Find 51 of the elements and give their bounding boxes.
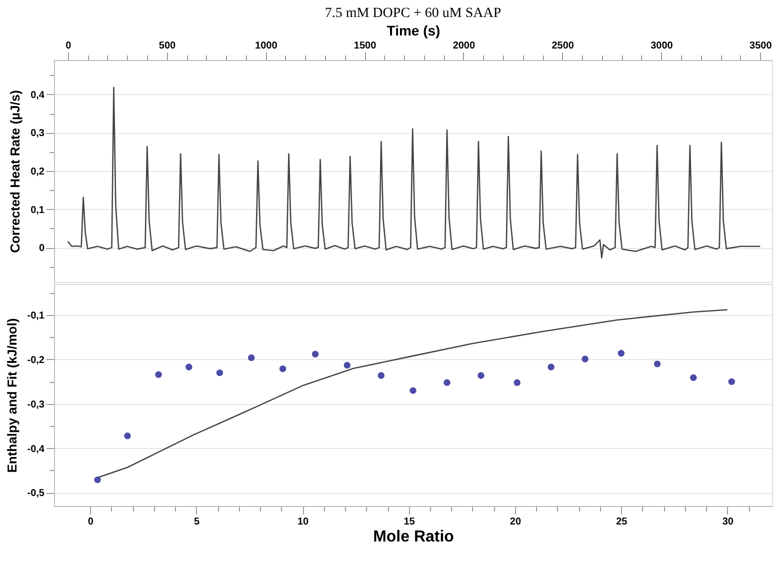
point xyxy=(344,362,350,369)
y-axis-title: Corrected Heat Rate (µJ/s) xyxy=(8,90,23,253)
point xyxy=(155,371,162,378)
point xyxy=(654,360,661,368)
y-tick-label: -0,2 xyxy=(27,354,45,366)
x-tick-label: 3500 xyxy=(750,40,772,52)
x-axis-title: Time (s) xyxy=(386,22,440,38)
x-tick-label: 5 xyxy=(194,516,200,528)
y-tick-label: -0,5 xyxy=(27,488,45,500)
point xyxy=(690,374,697,382)
point xyxy=(248,354,255,362)
x-tick-label: 10 xyxy=(297,516,310,528)
point xyxy=(312,350,319,358)
point xyxy=(279,365,286,372)
point xyxy=(582,356,588,362)
line-series xyxy=(67,86,761,259)
x-tick-label: 20 xyxy=(510,516,522,528)
point xyxy=(216,369,224,376)
point xyxy=(444,379,450,386)
x-tick-label: 1000 xyxy=(255,40,278,52)
y-tick-label: 0,2 xyxy=(30,166,45,178)
x-tick-label: 500 xyxy=(158,40,176,52)
point xyxy=(618,350,625,357)
x-tick-label: 30 xyxy=(722,516,734,528)
point xyxy=(514,379,520,386)
point xyxy=(728,378,735,386)
x-tick-label: 1500 xyxy=(354,40,377,52)
point xyxy=(378,372,384,379)
y-tick-label: 0,3 xyxy=(30,128,45,140)
y-axis-title: Enthalpy and Fit (kJ/mol) xyxy=(4,318,20,473)
point xyxy=(186,364,192,370)
y-tick-label: 0,4 xyxy=(30,90,45,101)
x-tick-label: 3000 xyxy=(650,40,674,52)
y-tick-label: 0,1 xyxy=(30,204,45,216)
point xyxy=(410,387,416,394)
x-tick-label: 0 xyxy=(66,40,72,52)
y-tick-label: 0 xyxy=(38,243,45,254)
point xyxy=(548,364,554,370)
x-tick-label: 15 xyxy=(404,516,416,528)
point xyxy=(478,372,484,379)
point xyxy=(124,432,131,440)
x-tick-label: 25 xyxy=(616,516,628,528)
y-tick-label: -0,4 xyxy=(27,444,45,455)
x-tick-label: 2500 xyxy=(552,40,574,52)
x-tick-label: 0 xyxy=(88,516,94,528)
y-tick-label: -0,3 xyxy=(27,399,45,410)
point xyxy=(94,476,101,484)
y-tick-label: -0,1 xyxy=(27,310,45,322)
chart-title: 7.5 mM DOPC + 60 uM SAAP xyxy=(324,6,502,21)
x-axis-title: Mole Ratio xyxy=(373,528,454,546)
x-tick-label: 2000 xyxy=(452,40,476,52)
